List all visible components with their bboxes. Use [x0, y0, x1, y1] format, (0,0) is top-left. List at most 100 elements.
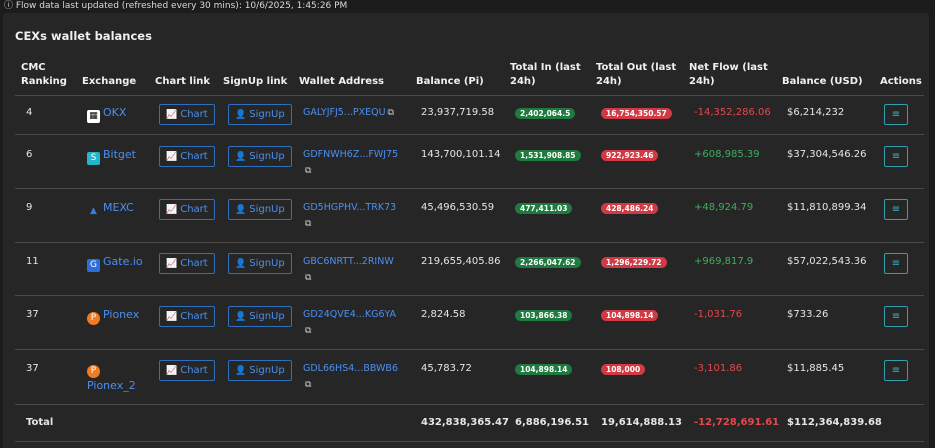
header-net-flow: Net Flow (last 24h): [689, 62, 768, 87]
gateio-logo-icon: G: [87, 259, 100, 272]
exchange-link-pionex[interactable]: P Pionex: [87, 308, 139, 325]
cell-net-flow: +608,985.39: [694, 149, 760, 160]
pionex-logo-icon: P: [87, 365, 100, 378]
total-in-badge: 2,266,047.62: [515, 257, 581, 268]
copy-icon[interactable]: ⧉: [305, 326, 312, 336]
total-out-badge: 16,754,350.57: [601, 108, 672, 119]
actions-button[interactable]: ≡: [884, 253, 908, 274]
signup-button[interactable]: 👤 SignUp: [228, 306, 292, 327]
signup-button[interactable]: 👤 SignUp: [228, 253, 292, 274]
wallet-address-link[interactable]: GALYJFJ5...PXEQU ⧉: [303, 107, 394, 118]
cell-balance-pi: 45,783.72: [421, 363, 472, 374]
user-plus-icon: 👤: [235, 312, 247, 322]
cell-net-flow: +48,924.79: [694, 202, 754, 213]
divider: [15, 404, 924, 405]
copy-icon[interactable]: ⧉: [305, 273, 312, 283]
chart-button[interactable]: 📈 Chart: [159, 306, 215, 327]
total-out: 19,614,888.13: [601, 417, 682, 428]
total-out-badge: 428,486.24: [601, 203, 659, 214]
cell-balance-pi: 45,496,530.59: [421, 202, 495, 213]
header-signup-link: SignUp link: [223, 76, 288, 87]
chart-button[interactable]: 📈 Chart: [159, 253, 215, 274]
cell-balance-usd: $6,214,232: [787, 107, 845, 118]
total-in-badge: 104,898.14: [515, 364, 573, 375]
wallet-address-link[interactable]: GDFNWH6Z...FWJ75 ⧉: [303, 149, 399, 176]
last-updated-note: ⓘ Flow data last updated (refreshed ever…: [4, 1, 348, 11]
user-plus-icon: 👤: [235, 110, 247, 120]
card-title: CEXs wallet balances: [15, 29, 152, 43]
total-out-badge: 922,923.46: [601, 150, 659, 161]
wallet-address-link[interactable]: GD5HGPHV...TRK73 ⧉: [303, 202, 397, 229]
filter-icon: ≡: [891, 151, 901, 162]
actions-button[interactable]: ≡: [884, 360, 908, 381]
cell-balance-pi: 2,824.58: [421, 309, 466, 320]
total-in-badge: 1,531,908.85: [515, 150, 581, 161]
chart-button[interactable]: 📈 Chart: [159, 104, 215, 125]
total-in-badge: 2,402,064.5: [515, 108, 576, 119]
divider: [15, 441, 924, 442]
actions-button[interactable]: ≡: [884, 199, 908, 220]
actions-button[interactable]: ≡: [884, 104, 908, 125]
total-label: Total: [26, 417, 54, 428]
signup-button[interactable]: 👤 SignUp: [228, 360, 292, 381]
header-wallet-address: Wallet Address: [299, 76, 384, 87]
signup-button[interactable]: 👤 SignUp: [228, 199, 292, 220]
divider: [15, 349, 924, 350]
header-actions: Actions: [880, 76, 922, 87]
actions-button[interactable]: ≡: [884, 306, 908, 327]
cell-balance-usd: $11,810,899.34: [787, 202, 867, 213]
exchange-link-bitget[interactable]: S Bitget: [87, 148, 136, 165]
signup-button[interactable]: 👤 SignUp: [228, 104, 292, 125]
filter-icon: ≡: [891, 109, 901, 120]
mexc-logo-icon: ▲: [90, 206, 97, 216]
chart-line-icon: 📈: [166, 110, 178, 120]
chart-line-icon: 📈: [166, 205, 178, 215]
exchange-link-pionex-2[interactable]: P Pionex_2: [87, 365, 136, 392]
cell-net-flow: -1,031.76: [694, 309, 743, 320]
copy-icon[interactable]: ⧉: [305, 219, 312, 229]
header-total-in: Total In (last 24h): [510, 62, 581, 87]
cell-rank: 37: [26, 363, 39, 374]
copy-icon[interactable]: ⧉: [387, 108, 394, 118]
exchange-link-gateio[interactable]: G Gate.io: [87, 255, 143, 272]
cell-balance-usd: $57,022,543.36: [787, 256, 867, 267]
pionex-logo-icon: P: [87, 312, 100, 325]
header-exchange: Exchange: [82, 76, 137, 87]
wallet-balances-card: CEXs wallet balances CMC Ranking Exchange…: [3, 13, 929, 448]
cell-rank: 37: [26, 309, 39, 320]
wallet-address-link[interactable]: GD24QVE4...KG6YA ⧉: [303, 309, 397, 336]
cell-rank: 4: [26, 107, 33, 118]
chart-button[interactable]: 📈 Chart: [159, 199, 215, 220]
chart-button[interactable]: 📈 Chart: [159, 360, 215, 381]
exchange-link-mexc[interactable]: ▲ MEXC: [87, 201, 134, 218]
copy-icon[interactable]: ⧉: [305, 380, 312, 390]
copy-icon[interactable]: ⧉: [305, 166, 312, 176]
wallet-address-link[interactable]: GDL66HS4...BBWB6 ⧉: [303, 363, 398, 390]
header-balance-pi: Balance (Pi): [416, 76, 484, 87]
cell-rank: 9: [26, 202, 33, 213]
total-balance-usd: $112,364,839.68: [787, 417, 882, 428]
divider: [15, 188, 924, 189]
signup-button[interactable]: 👤 SignUp: [228, 146, 292, 167]
cell-net-flow: -14,352,286.06: [694, 107, 771, 118]
header-balance-usd: Balance (USD): [782, 76, 863, 87]
user-plus-icon: 👤: [235, 366, 247, 376]
chart-button[interactable]: 📈 Chart: [159, 146, 215, 167]
chart-line-icon: 📈: [166, 152, 178, 162]
filter-icon: ≡: [891, 258, 901, 269]
bitget-logo-icon: S: [87, 152, 100, 165]
cell-balance-pi: 23,937,719.58: [421, 107, 495, 118]
cell-net-flow: +969,817.9: [694, 256, 754, 267]
cell-rank: 11: [26, 256, 39, 267]
actions-button[interactable]: ≡: [884, 146, 908, 167]
header-cmc-ranking: CMC Ranking: [21, 62, 67, 87]
chart-line-icon: 📈: [166, 366, 178, 376]
exchange-link-okx[interactable]: ▦ OKX: [87, 106, 126, 123]
cell-net-flow: -3,101.86: [694, 363, 743, 374]
wallet-address-link[interactable]: GBC6NRTT...2RINW ⧉: [303, 256, 394, 283]
filter-icon: ≡: [891, 365, 901, 376]
chart-line-icon: 📈: [166, 312, 178, 322]
total-in-badge: 477,411.03: [515, 203, 573, 214]
total-balance-pi: 432,838,365.47: [421, 417, 509, 428]
filter-icon: ≡: [891, 204, 901, 215]
